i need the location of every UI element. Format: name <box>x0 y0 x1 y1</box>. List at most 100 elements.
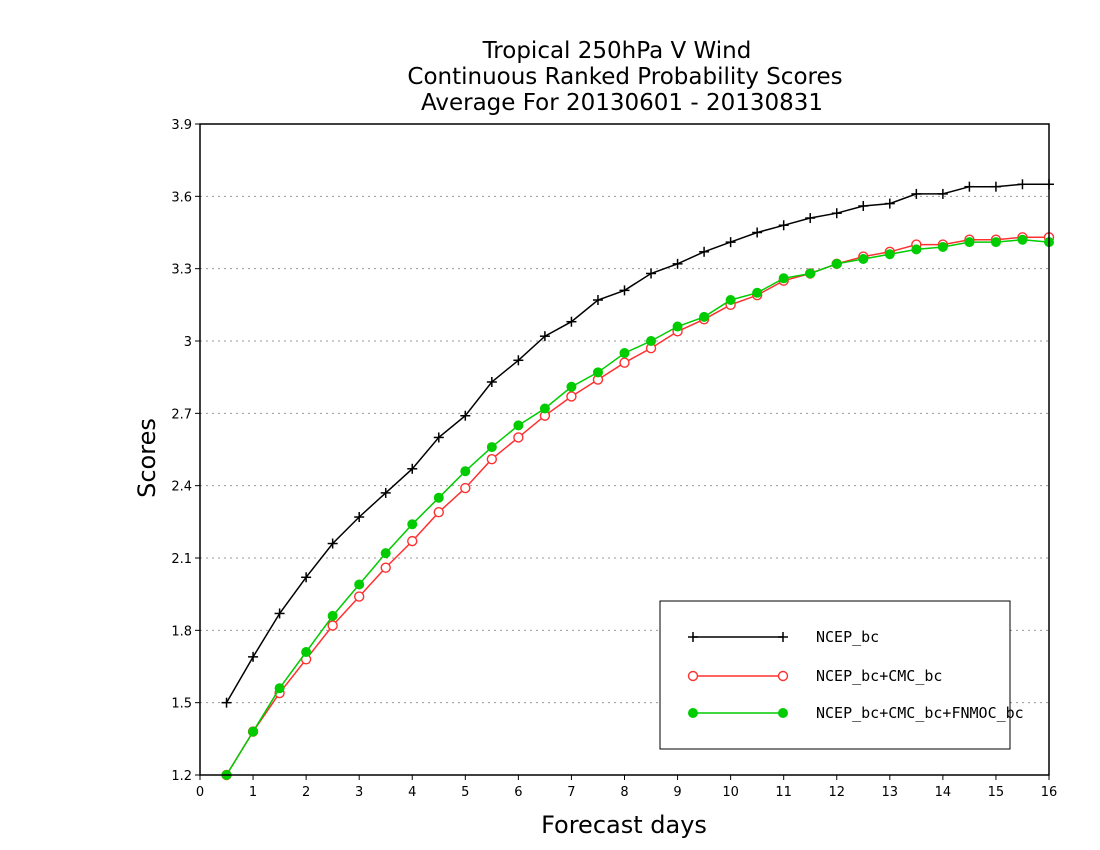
data-point <box>566 316 577 327</box>
data-point <box>990 181 1001 192</box>
data-point <box>539 331 550 342</box>
legend-label: NCEP_bc+CMC_bc+FNMOC_bc <box>816 704 1024 722</box>
x-tick-label: 9 <box>673 785 681 800</box>
y-axis-label: Scores <box>133 418 161 498</box>
data-point <box>433 506 444 518</box>
data-point <box>1017 179 1028 190</box>
data-point <box>327 610 338 621</box>
data-point <box>805 268 816 279</box>
x-tick-label: 7 <box>567 785 575 800</box>
legend-entry: NCEP_bc+CMC_bc+FNMOC_bc <box>688 704 1024 722</box>
data-point <box>407 519 418 530</box>
y-tick-label: 2.7 <box>171 407 192 422</box>
chart-title-line-1: Tropical 250hPa V Wind <box>482 38 752 64</box>
x-tick-label: 2 <box>302 785 310 800</box>
data-point <box>858 200 869 211</box>
data-point <box>699 311 710 322</box>
chart-title-line-3: Average For 20130601 - 20130831 <box>421 90 823 116</box>
data-point <box>1017 234 1028 245</box>
data-point <box>911 244 922 255</box>
x-tick-label: 13 <box>882 785 899 800</box>
y-tick-label: 3.3 <box>171 263 192 278</box>
data-point <box>354 512 365 523</box>
x-tick-label: 16 <box>1041 785 1058 800</box>
data-point <box>301 572 312 583</box>
data-point <box>433 492 444 503</box>
data-point <box>380 487 391 498</box>
data-point <box>566 381 577 392</box>
data-point <box>460 410 471 421</box>
data-point <box>699 246 710 257</box>
legend-entry: NCEP_bc <box>688 628 879 646</box>
y-tick-label: 2.4 <box>171 480 192 495</box>
y-tick-label: 2.1 <box>171 552 192 567</box>
legend: NCEP_bc NCEP_bc+CMC_bc NCEP_bc+CMC_bc+FNMO… <box>659 600 1024 750</box>
data-point <box>248 726 259 737</box>
data-point <box>672 258 683 269</box>
data-point <box>646 336 657 346</box>
x-axis-label: Forecast days <box>541 811 707 839</box>
y-tick-label: 3.6 <box>171 190 192 205</box>
data-point <box>327 620 338 631</box>
data-series <box>221 179 1055 781</box>
data-point <box>513 420 524 431</box>
y-tick-label: 1.2 <box>171 769 192 784</box>
data-point <box>778 273 789 284</box>
legend-label: NCEP_bc+CMC_bc <box>816 667 942 685</box>
data-point <box>911 188 922 199</box>
data-point <box>858 254 869 265</box>
data-point <box>566 391 577 402</box>
data-point <box>725 237 736 248</box>
legend-marker <box>688 632 698 642</box>
data-point <box>513 355 524 366</box>
data-point <box>619 348 630 359</box>
series-1 <box>221 179 1054 708</box>
data-point <box>513 432 524 443</box>
data-point <box>460 466 471 477</box>
x-tick-label: 11 <box>775 785 792 800</box>
data-point <box>937 241 948 252</box>
chart-title: Tropical 250hPa V Wind Continuous Ranked… <box>407 38 842 116</box>
data-point <box>407 463 418 474</box>
data-point <box>407 535 418 547</box>
data-point <box>646 268 657 279</box>
data-point <box>274 608 285 619</box>
data-point <box>380 548 391 559</box>
data-point <box>752 287 763 298</box>
data-point <box>778 220 789 231</box>
x-tick-label: 8 <box>620 785 628 800</box>
data-point <box>539 403 550 414</box>
x-tick-label: 14 <box>935 785 952 800</box>
chart-title-line-2: Continuous Ranked Probability Scores <box>407 64 842 90</box>
data-point <box>725 295 736 306</box>
series-3 <box>221 234 1054 780</box>
data-point <box>486 442 497 453</box>
data-point <box>221 697 232 708</box>
data-point <box>964 181 975 192</box>
data-point <box>433 432 444 443</box>
x-tick-label: 10 <box>722 785 739 800</box>
data-point <box>592 295 603 306</box>
data-point <box>486 453 498 465</box>
x-tick-label: 4 <box>408 785 416 800</box>
x-tick-label: 1 <box>249 785 257 800</box>
data-point <box>831 208 842 219</box>
y-tick-label: 1.8 <box>171 624 192 639</box>
x-tick-label: 6 <box>514 785 522 800</box>
x-tick-label: 12 <box>828 785 845 800</box>
x-tick-label: 3 <box>355 785 363 800</box>
legend-entry: NCEP_bc+CMC_bc <box>687 667 942 685</box>
legend-marker <box>778 708 788 718</box>
data-point <box>672 321 683 332</box>
legend-marker <box>688 708 698 718</box>
data-point <box>248 651 259 662</box>
data-point <box>460 482 471 494</box>
y-tick-label: 1.5 <box>171 697 192 712</box>
data-point <box>486 376 497 387</box>
y-tick-label: 3.9 <box>171 118 192 133</box>
data-point <box>619 357 630 368</box>
data-point <box>831 258 842 269</box>
legend-label: NCEP_bc <box>816 628 879 646</box>
data-point <box>884 198 895 209</box>
